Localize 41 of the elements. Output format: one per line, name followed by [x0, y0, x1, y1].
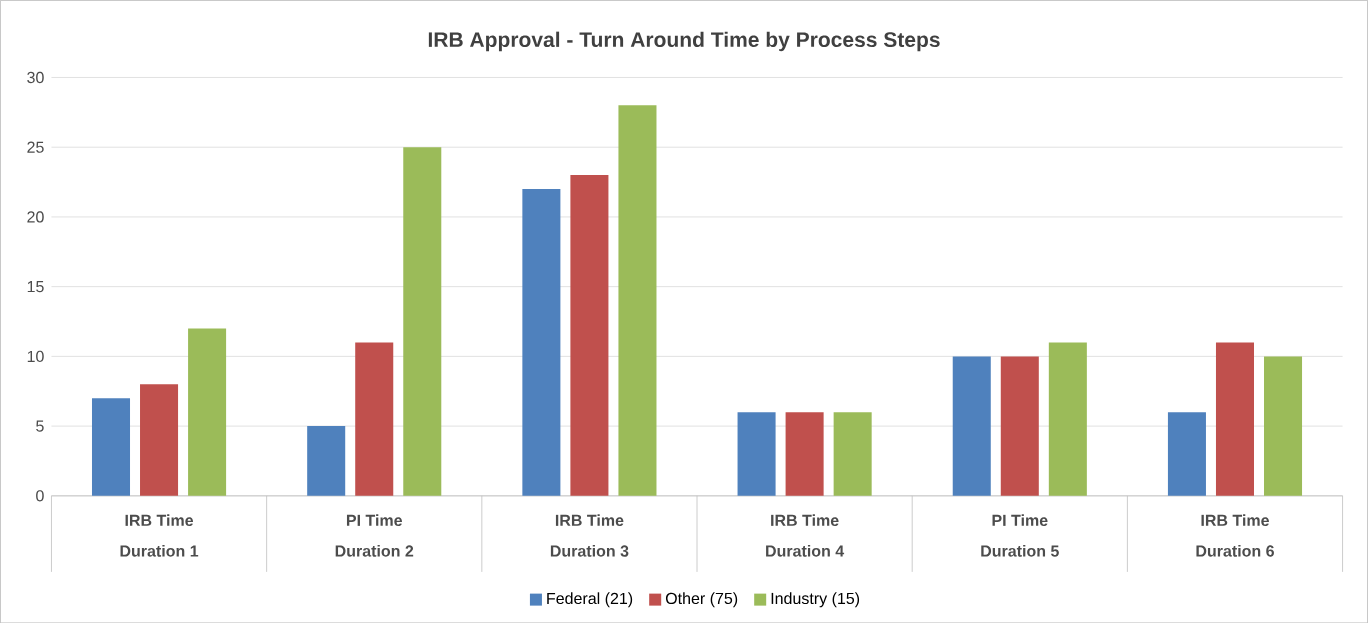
x-tick-label: Duration 4: [766, 544, 845, 557]
text: IRB Time: [125, 514, 194, 526]
bar: [307, 425, 346, 496]
bar: [140, 384, 179, 496]
x-tick-label: Duration 2: [335, 544, 414, 557]
bar: [91, 398, 131, 496]
bar: [1215, 342, 1254, 496]
y-tick-label: 10: [27, 350, 44, 362]
y-tick-label: 30: [27, 71, 44, 83]
bar: [188, 328, 227, 496]
bar: [737, 411, 776, 496]
bar: [1167, 411, 1206, 496]
y-tick-label: 0: [36, 490, 44, 502]
x-tick-label: Duration 3: [550, 544, 629, 557]
text: PI Time: [346, 514, 403, 526]
y-tick-label: 5: [36, 420, 44, 432]
x-tick-label: Duration 1: [120, 544, 199, 557]
text: IRB Time: [771, 514, 839, 526]
bar: [618, 105, 657, 496]
y-tick-label: 20: [27, 211, 44, 223]
y-tick-label: 15: [27, 280, 44, 293]
bar: [1000, 356, 1039, 496]
bar: [1048, 342, 1087, 496]
text: IRB Time: [1201, 514, 1269, 526]
legend-label: Federal (21): [547, 592, 633, 608]
bar: [355, 342, 394, 496]
bar: [570, 174, 609, 496]
y-tick-label: 25: [27, 141, 44, 153]
legend-label: Other (75): [665, 592, 738, 608]
bar: [833, 411, 872, 496]
bar: [952, 356, 991, 496]
text: IRB Time: [555, 514, 624, 526]
bar: [403, 147, 442, 496]
chart-title: IRB Approval - Turn Around Time by Process Steps: [428, 31, 940, 52]
bar: [522, 188, 561, 496]
bar: [785, 411, 824, 496]
x-tick-label: Duration 6: [1196, 544, 1274, 557]
bar: [1264, 356, 1303, 496]
x-tick-label: Duration 5: [981, 544, 1059, 557]
text: PI Time: [992, 514, 1048, 526]
legend-label: Industry (15): [771, 592, 860, 608]
